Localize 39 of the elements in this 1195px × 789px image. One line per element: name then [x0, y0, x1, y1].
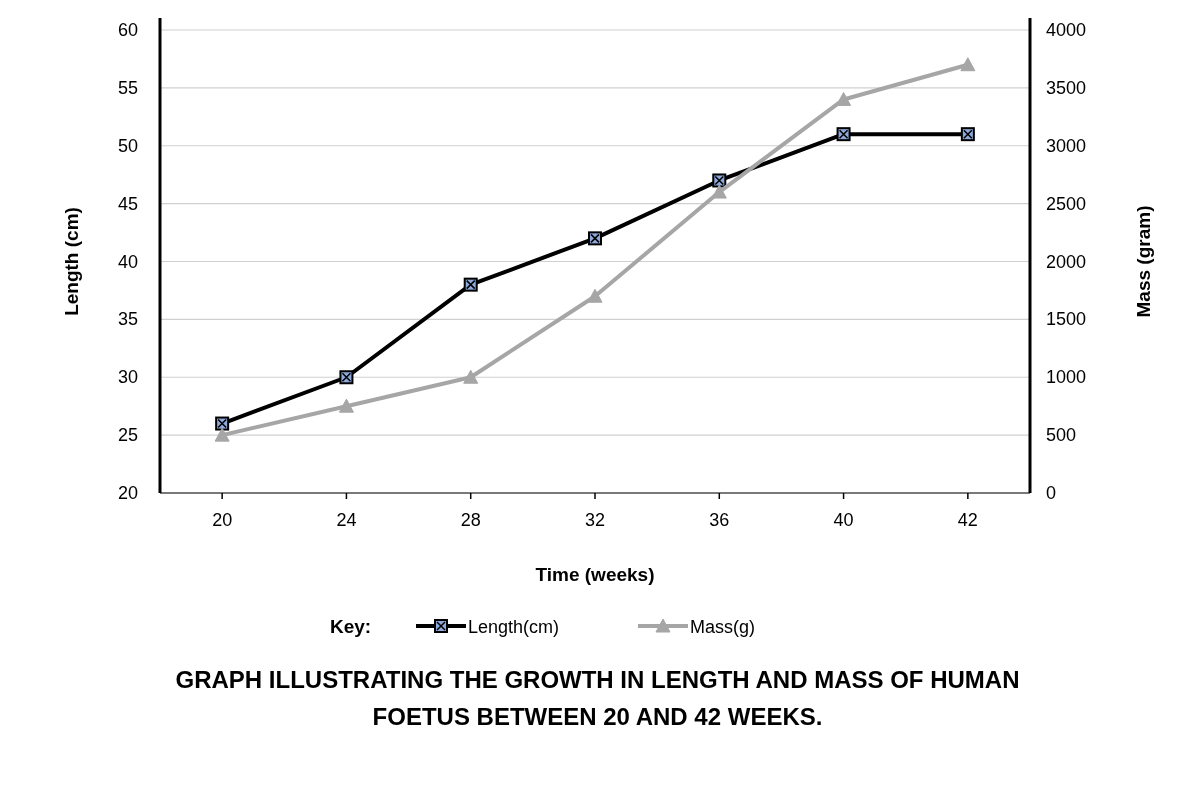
y2-tick-label: 1500 — [1046, 309, 1087, 330]
x-tick-label: 40 — [833, 510, 854, 530]
y-tick-label: 45 — [117, 193, 138, 214]
y-tick-label: 30 — [117, 367, 138, 388]
y2-tick-label: 3500 — [1046, 77, 1087, 98]
y-tick-label: 60 — [117, 20, 138, 40]
y-tick-label: 40 — [117, 251, 138, 272]
x-tick-label: 28 — [460, 510, 481, 530]
legend-title: Key: — [330, 616, 372, 637]
legend-label: Length(cm) — [468, 617, 560, 637]
point — [587, 288, 603, 303]
y-tick-label: 20 — [117, 483, 138, 503]
y-tick-label: 35 — [117, 309, 138, 330]
point — [214, 427, 230, 442]
x-tick-label: 24 — [336, 510, 357, 530]
y2-tick-label: 1000 — [1046, 367, 1087, 388]
y2-axis-title: Mass (gram) — [1133, 205, 1154, 318]
y-tick-label: 25 — [117, 425, 138, 446]
point — [338, 398, 354, 413]
legend-label: Mass(g) — [690, 617, 756, 637]
x-tick-label: 32 — [584, 510, 606, 530]
y-axis-title: Length (cm) — [61, 207, 82, 316]
x-tick-label: 20 — [212, 510, 233, 530]
point — [711, 184, 727, 199]
x-axis-title: Time (weeks) — [535, 564, 655, 585]
y2-tick-label: 0 — [1046, 483, 1057, 503]
y2-tick-label: 500 — [1046, 425, 1077, 446]
y2-tick-label: 4000 — [1046, 20, 1087, 40]
point — [960, 57, 976, 72]
y2-tick-label: 2000 — [1046, 251, 1087, 272]
y2-tick-label: 2500 — [1046, 193, 1087, 214]
point — [463, 369, 479, 384]
x-tick-label: 42 — [957, 510, 978, 530]
y-tick-label: 50 — [117, 135, 138, 156]
point — [836, 91, 852, 106]
y2-tick-label: 3000 — [1046, 135, 1087, 156]
x-tick-label: 36 — [709, 510, 730, 530]
y-tick-label: 55 — [117, 77, 138, 98]
text: GRAPH ILLUSTRATING THE GROWTH IN LENGTH AND MASS OF HUMAN FOETUS BETWEEN 20 AND 42 WEEKS. — [175, 666, 1020, 730]
